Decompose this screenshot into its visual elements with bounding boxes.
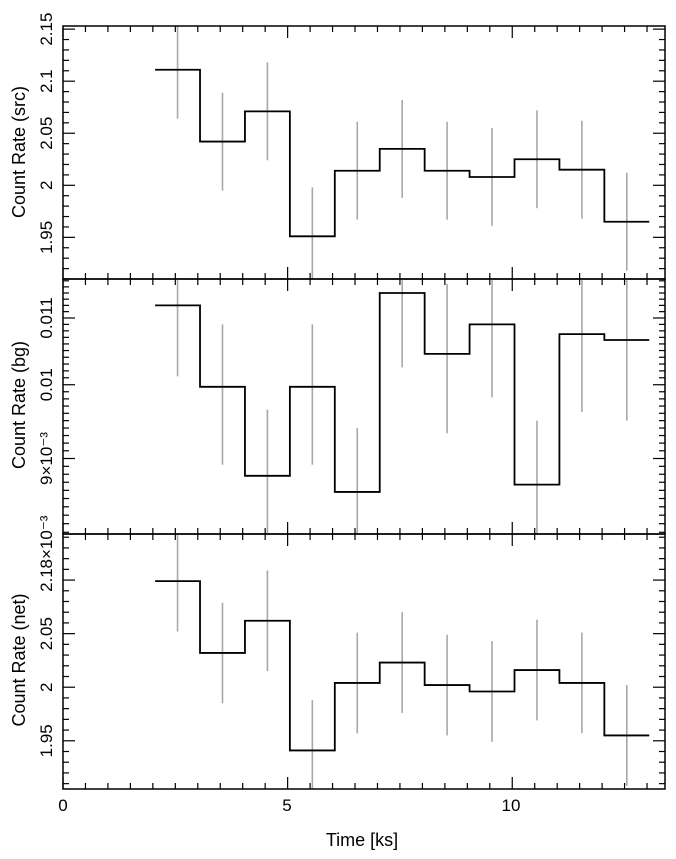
x-tick-label: 5 — [282, 796, 291, 815]
y-tick-label-src: 1.95 — [37, 221, 56, 254]
y-tick-label-net: 2.1 — [37, 568, 56, 592]
y-tick-label-net: 1.95 — [37, 724, 56, 757]
step-line-net — [155, 580, 650, 752]
x-axis-label: Time [ks] — [326, 830, 398, 850]
x-tick-label: 10 — [502, 796, 521, 815]
panel-frame-bg — [62, 278, 666, 535]
y-tick-label-src: 2.15 — [37, 13, 56, 46]
y-tick-label-src: 2.05 — [37, 117, 56, 150]
y-tick-label-bg: 0.011 — [37, 297, 56, 338]
y-axis-label-net: Count Rate (net) — [9, 593, 29, 726]
step-line-bg — [155, 292, 650, 493]
step-line-src — [155, 68, 650, 238]
y-tick-label-bg: 9×10⁻³ — [37, 432, 56, 485]
y-axis-label-bg: Count Rate (bg) — [9, 341, 29, 469]
panel-frame-net — [62, 533, 666, 790]
y-tick-label-src: 2 — [37, 181, 56, 190]
y-tick-label-net: 2 — [37, 682, 56, 691]
y-tick-label-net: 2.05 — [37, 617, 56, 650]
y-tick-label-bg: 0.01 — [37, 368, 56, 401]
y-axis-label-src: Count Rate (src) — [9, 86, 29, 218]
y-tick-label-bg: 8×10⁻³ — [37, 515, 56, 568]
x-tick-label: 0 — [58, 796, 67, 815]
y-tick-label-src: 2.1 — [37, 69, 56, 93]
panel-frame-src — [62, 25, 666, 280]
